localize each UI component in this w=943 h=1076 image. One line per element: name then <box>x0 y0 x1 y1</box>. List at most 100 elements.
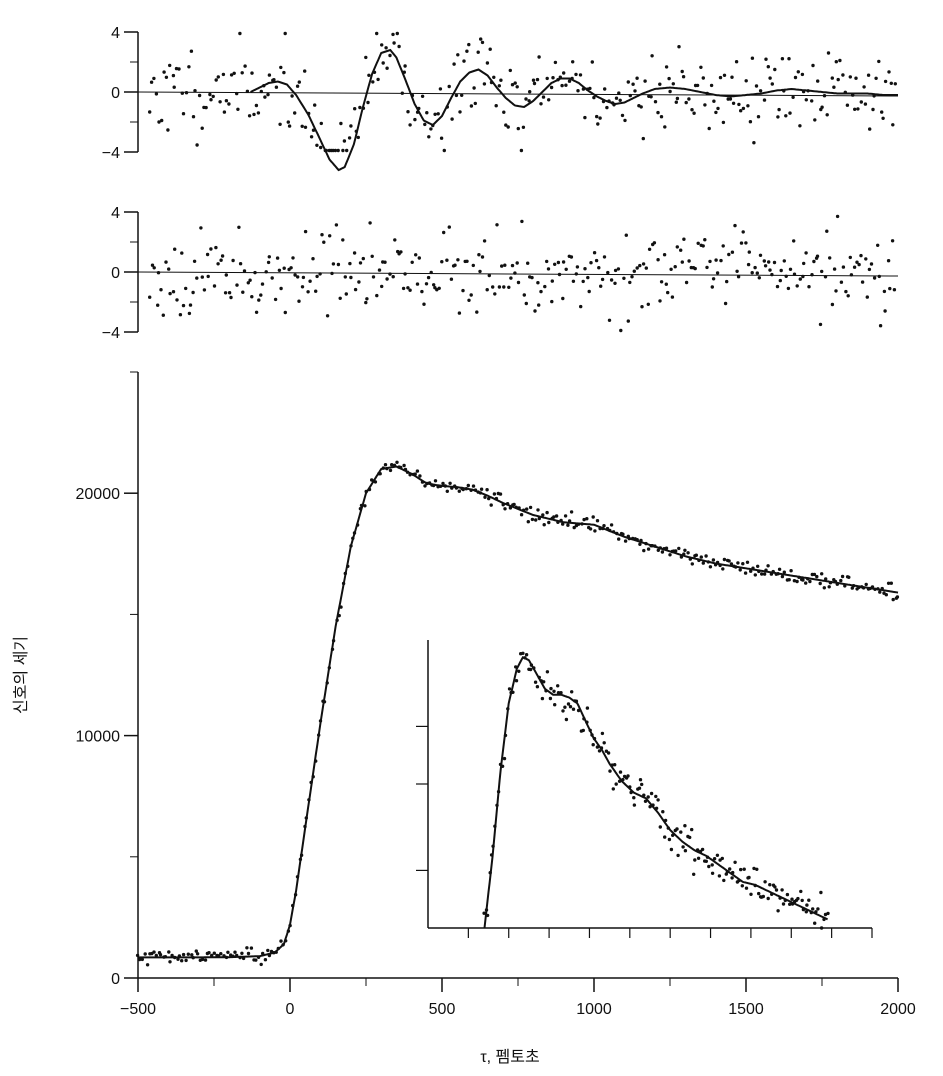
bottom-residual-point <box>385 277 389 281</box>
inset-point <box>553 703 557 707</box>
bottom-residual-point <box>491 285 495 289</box>
main-point <box>595 519 600 523</box>
top-residual-point <box>776 115 780 119</box>
top-residual-point <box>845 103 850 107</box>
inset-point <box>722 878 726 883</box>
bottom-residual-point <box>254 310 259 314</box>
main-point <box>839 578 843 583</box>
bottom-residual-point <box>675 245 679 249</box>
bottom-residual-point <box>440 260 444 264</box>
main-point <box>279 939 283 943</box>
bottom-residual-point <box>156 271 161 275</box>
bottom-residual-point <box>834 289 838 293</box>
top-residual-point <box>227 102 231 106</box>
main-point <box>729 562 734 566</box>
top-residual-point <box>695 83 700 88</box>
top-residual-point <box>400 91 404 95</box>
top-residual-point <box>303 69 307 73</box>
top-residual-point <box>232 71 236 76</box>
main-point <box>782 570 786 574</box>
main-point <box>246 951 251 956</box>
top-residual-point <box>574 72 578 77</box>
top-residual-point <box>438 87 443 91</box>
main-point <box>646 547 651 551</box>
bottom-residual-point <box>184 286 188 291</box>
top-residual-point <box>447 84 451 89</box>
bottom-residual-point <box>703 238 707 242</box>
bottom-residual-point <box>349 275 353 280</box>
main-point <box>158 953 163 957</box>
bottom-residual-point <box>860 280 865 284</box>
inset-point <box>663 835 667 839</box>
top-residual-point <box>375 31 379 36</box>
bottom-residual-point <box>301 275 306 280</box>
bottom-residual-point <box>701 244 705 248</box>
bottom-residual-point <box>571 279 576 283</box>
bottom-residual-point <box>442 230 446 235</box>
main-point <box>727 559 731 563</box>
bottom-residual-point <box>736 275 741 279</box>
bottom-residual-point <box>735 269 739 273</box>
bottom-residual-point <box>275 256 280 260</box>
main-point <box>884 593 888 597</box>
bottom-residual-point <box>227 291 232 295</box>
top-residual-point <box>208 92 212 97</box>
x-axis-label: τ, 펨토초 <box>480 1048 539 1066</box>
top-residual-point <box>675 96 680 101</box>
bottom-residual-point <box>666 290 670 295</box>
top-residual-point <box>830 76 834 80</box>
top-residual-point <box>718 75 723 80</box>
top-residual-point <box>889 81 893 86</box>
main-point <box>722 557 727 562</box>
main-point <box>219 952 223 956</box>
inset-point <box>656 798 660 802</box>
bottom-residual-point <box>877 274 881 279</box>
top-residual-point <box>816 79 820 83</box>
main-point <box>609 523 614 527</box>
top-residual-point <box>537 55 541 59</box>
bottom-residual-point <box>763 264 768 268</box>
bottom-residual-point <box>202 288 207 292</box>
main-point <box>212 951 216 955</box>
bottom-residual-point <box>624 233 628 237</box>
main-point <box>780 574 785 579</box>
bottom-residual-point <box>882 289 887 294</box>
bottom-residual-point <box>237 225 241 229</box>
top-residual-point <box>650 54 654 58</box>
bottom-residual-point <box>393 238 397 242</box>
top-residual-point <box>764 57 768 61</box>
top-residual-point <box>804 98 808 102</box>
top-residual-point <box>364 55 368 60</box>
bottom-residual-point <box>597 266 601 270</box>
bottom-residual-point <box>772 260 777 265</box>
top-residual-point <box>392 41 396 45</box>
bottom-residual-point <box>270 276 274 280</box>
top-residual-point <box>154 92 159 96</box>
top-residual-point <box>191 115 196 119</box>
top-residual-point <box>214 78 218 82</box>
main-point <box>203 958 208 962</box>
top-residual-point <box>728 97 733 101</box>
bottom-residual-point <box>311 257 315 261</box>
top-residual-point <box>545 76 549 81</box>
top-residual-point <box>482 82 487 86</box>
bottom-residual-point <box>788 267 793 271</box>
top-residual-point <box>800 72 805 77</box>
top-residual-point <box>826 51 831 55</box>
bottom-residual-point <box>361 256 365 261</box>
inset-point <box>755 867 759 871</box>
main-point <box>168 960 172 964</box>
bottom-residual-point <box>365 297 369 301</box>
top-residual-point <box>436 112 440 116</box>
inset-point <box>796 896 800 901</box>
main-point <box>741 562 745 566</box>
inset-point <box>549 686 553 691</box>
top-residual-point <box>539 102 543 106</box>
inset-point <box>805 903 809 907</box>
inset-point <box>581 728 585 733</box>
inset-point <box>533 680 538 684</box>
top-residual-point <box>319 145 323 150</box>
bottom-residual-point <box>638 263 642 268</box>
bottom-residual-point <box>168 291 172 296</box>
top-residual-point <box>528 90 532 94</box>
